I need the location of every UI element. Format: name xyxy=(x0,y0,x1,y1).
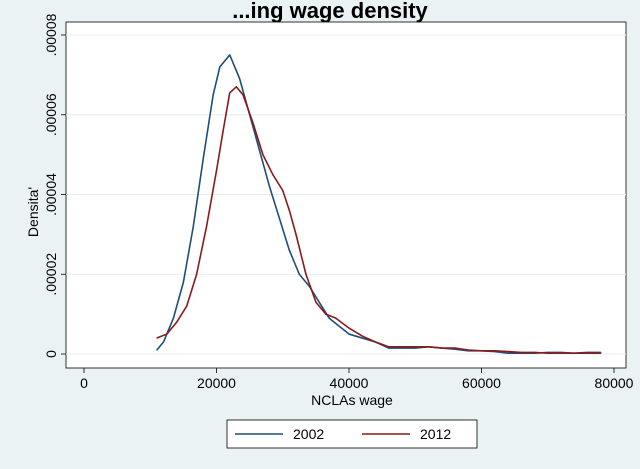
data-point-2002 xyxy=(414,347,416,349)
data-point-2012 xyxy=(335,317,337,319)
data-point-2012 xyxy=(196,273,198,275)
data-point-2012 xyxy=(295,233,297,235)
data-point-2012 xyxy=(235,86,237,88)
data-point-2002 xyxy=(212,94,214,96)
data-point-2012 xyxy=(427,346,430,348)
x-tick-label: 0 xyxy=(80,375,88,391)
data-point-2012 xyxy=(315,301,317,303)
data-point-2012 xyxy=(374,341,377,343)
data-point-2012 xyxy=(215,169,218,172)
data-point-2012 xyxy=(480,350,483,352)
axis-layer: 0 .00002 .00004 .00006 .00008 0 20000 40000 6000… xyxy=(43,13,634,391)
data-point-2002 xyxy=(318,301,320,303)
data-point-2012 xyxy=(222,130,224,132)
data-point-2012 xyxy=(467,349,469,351)
data-point-2002 xyxy=(348,333,350,335)
data-point-2002 xyxy=(328,317,330,319)
data-point-2002 xyxy=(388,347,390,349)
data-point-2012 xyxy=(388,346,390,348)
data-point-2012 xyxy=(533,351,536,354)
data-point-2002 xyxy=(288,249,290,251)
data-point-2002 xyxy=(401,347,403,349)
series-layer xyxy=(156,54,602,355)
data-point-2012 xyxy=(414,346,416,348)
data-point-2012 xyxy=(348,327,350,329)
data-point-2002 xyxy=(219,66,221,68)
data-point-2012 xyxy=(600,352,602,354)
data-point-2002 xyxy=(454,348,456,350)
data-point-2002 xyxy=(229,54,231,56)
data-point-2002 xyxy=(258,150,261,152)
y-tick-label: .00008 xyxy=(43,13,59,56)
data-point-2012 xyxy=(229,92,231,94)
data-point-2002 xyxy=(278,217,281,220)
data-point-2012 xyxy=(305,273,307,275)
x-tick-label: 60000 xyxy=(462,375,501,391)
data-point-2012 xyxy=(520,351,522,354)
data-point-2002 xyxy=(239,78,241,80)
data-point-2012 xyxy=(242,94,244,96)
data-point-2002 xyxy=(338,325,340,327)
y-axis-label: Densita' xyxy=(25,187,41,237)
data-point-2002 xyxy=(298,273,300,275)
chart-title: ...ing wage density xyxy=(232,0,428,23)
data-point-2012 xyxy=(547,352,549,354)
y-tick-label: .00004 xyxy=(43,173,59,216)
data-point-2002 xyxy=(162,341,165,343)
y-tick-label: 0 xyxy=(43,350,59,358)
data-point-2012 xyxy=(586,352,589,354)
legend: 2002 2012 xyxy=(226,419,478,449)
data-point-2012 xyxy=(156,337,158,339)
data-point-2002 xyxy=(192,225,194,227)
x-axis-label: NCLAs wage xyxy=(311,392,393,408)
data-point-2012 xyxy=(560,352,562,354)
data-point-2012 xyxy=(361,335,363,337)
data-point-2012 xyxy=(205,225,208,227)
legend-label-2002: 2002 xyxy=(293,426,324,442)
legend-label-2012: 2012 xyxy=(420,426,451,442)
x-tick-label: 40000 xyxy=(330,375,369,391)
data-point-2012 xyxy=(186,305,188,307)
data-point-2002 xyxy=(172,317,175,319)
data-point-2012 xyxy=(262,154,264,156)
data-point-2012 xyxy=(288,209,290,212)
data-point-2012 xyxy=(252,122,254,124)
x-tick-label: 20000 xyxy=(197,375,236,391)
data-point-2002 xyxy=(156,349,158,351)
data-point-2012 xyxy=(325,313,327,315)
data-point-2012 xyxy=(494,350,496,352)
data-point-2012 xyxy=(454,347,456,349)
y-tick-label: .00006 xyxy=(43,93,59,136)
series-line-2002 xyxy=(156,54,601,355)
data-point-2002 xyxy=(202,158,204,160)
data-point-2012 xyxy=(166,333,168,335)
data-point-2002 xyxy=(182,281,184,283)
data-point-2012 xyxy=(176,321,178,323)
grid-layer xyxy=(66,34,626,355)
data-point-2012 xyxy=(272,173,274,176)
data-point-2012 xyxy=(507,351,509,353)
data-point-2012 xyxy=(573,352,575,354)
data-point-2012 xyxy=(401,346,403,348)
data-point-2002 xyxy=(268,185,271,188)
y-tick-label: .00002 xyxy=(43,253,59,296)
data-point-2012 xyxy=(441,347,443,349)
x-tick-label: 80000 xyxy=(595,375,634,391)
data-point-2012 xyxy=(282,189,284,192)
data-point-2002 xyxy=(507,352,509,354)
data-point-2002 xyxy=(361,337,363,339)
